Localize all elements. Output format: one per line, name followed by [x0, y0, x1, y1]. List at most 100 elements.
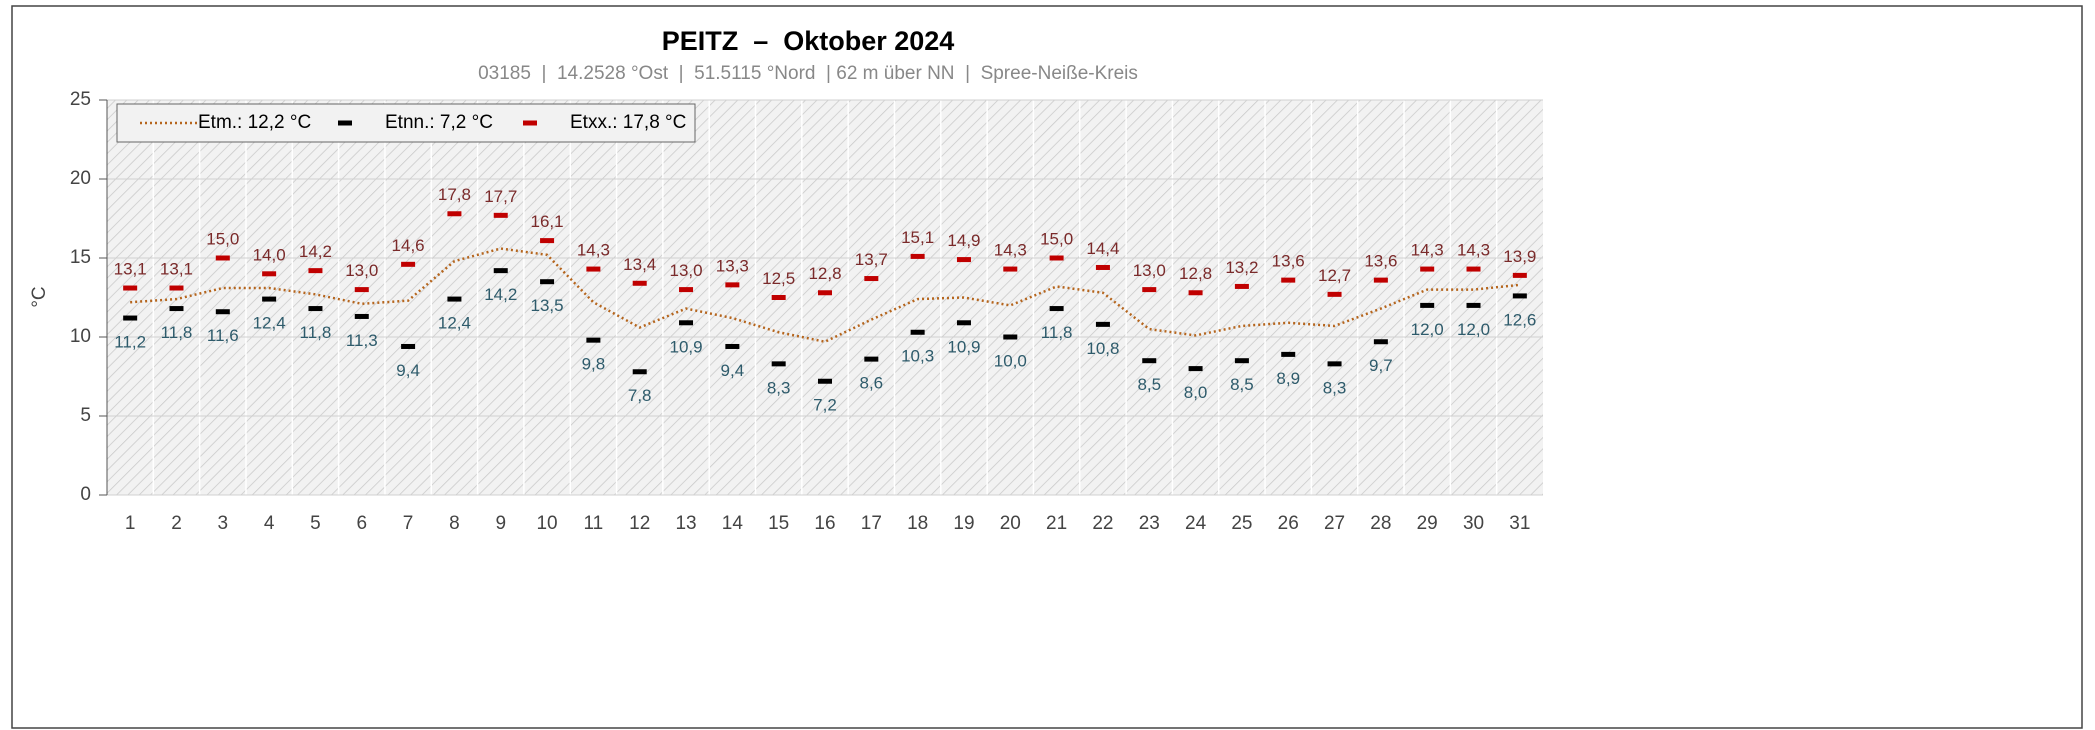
x-tick-label: 13	[675, 513, 696, 534]
marker	[632, 280, 647, 286]
data-label: 13,9	[1503, 247, 1536, 266]
marker	[215, 309, 230, 315]
data-label: 13,1	[114, 260, 147, 279]
data-label: 13,2	[1225, 258, 1258, 277]
marker	[1142, 287, 1157, 293]
data-label: 12,0	[1411, 320, 1444, 339]
data-label: 13,7	[855, 250, 888, 269]
marker	[818, 378, 832, 384]
marker	[540, 238, 555, 244]
marker	[679, 287, 694, 293]
data-label: 17,8	[438, 185, 471, 204]
data-label: 14,4	[1086, 239, 1119, 258]
x-tick-label: 10	[536, 513, 557, 534]
data-label: 14,9	[947, 231, 980, 250]
data-label: 14,3	[577, 241, 610, 260]
data-label: 13,1	[160, 260, 193, 279]
legend-swatch	[338, 120, 352, 126]
x-tick-label: 5	[310, 513, 321, 534]
marker	[354, 313, 369, 319]
marker	[401, 261, 416, 267]
x-tick-label: 30	[1463, 513, 1484, 534]
marker	[1373, 339, 1388, 345]
marker	[1327, 361, 1342, 367]
marker	[1327, 291, 1342, 297]
marker	[1466, 266, 1481, 272]
data-label: 11,6	[207, 326, 239, 345]
mean-line	[130, 247, 1520, 344]
y-axis-label: °C	[29, 286, 50, 307]
data-label: 17,7	[484, 187, 517, 206]
x-tick-label: 14	[722, 513, 744, 534]
marker	[1142, 358, 1157, 364]
data-label: 11,3	[346, 331, 378, 350]
marker	[1095, 321, 1110, 327]
data-label: 14,3	[994, 241, 1027, 260]
marker	[540, 279, 555, 285]
marker	[262, 271, 277, 277]
y-tick-label: 0	[80, 484, 91, 505]
data-label: 12,7	[1318, 266, 1351, 285]
y-tick-label: 15	[70, 247, 91, 268]
marker	[1466, 302, 1481, 308]
marker	[1049, 255, 1064, 261]
x-tick-label: 1	[125, 513, 136, 534]
chart-subtitle: 03185 | 14.2528 °Ost | 51.5115 °Nord | 6…	[478, 63, 1138, 84]
data-label: 11,8	[300, 323, 332, 342]
data-label: 8,9	[1276, 369, 1300, 388]
data-label: 9,4	[396, 361, 420, 380]
data-label: 13,0	[669, 261, 702, 280]
x-tick-label: 7	[403, 513, 414, 534]
data-label: 12,8	[1179, 264, 1212, 283]
x-tick-label: 19	[953, 513, 974, 534]
data-label: 9,8	[582, 355, 606, 374]
marker	[447, 296, 462, 302]
marker	[864, 276, 879, 282]
marker	[910, 329, 925, 335]
marker	[447, 211, 462, 217]
marker	[1373, 277, 1388, 283]
data-label: 16,1	[531, 212, 564, 231]
data-label: 14,2	[484, 285, 517, 304]
data-label: 11,2	[114, 333, 146, 352]
data-label: 14,0	[253, 245, 286, 264]
marker	[679, 320, 694, 326]
data-label: 14,2	[299, 242, 332, 261]
data-label: 12,6	[1503, 310, 1536, 329]
x-tick-label: 17	[861, 513, 882, 534]
x-tick-label: 15	[768, 513, 789, 534]
marker	[123, 285, 138, 291]
y-tick-label: 20	[70, 168, 91, 189]
data-label: 8,0	[1184, 383, 1208, 402]
x-tick-label: 23	[1139, 513, 1160, 534]
data-label: 13,4	[623, 255, 656, 274]
data-label: 14,3	[1411, 241, 1444, 260]
marker	[771, 361, 786, 367]
x-tick-label: 11	[584, 513, 604, 534]
marker	[215, 255, 230, 261]
y-tick-label: 10	[70, 326, 91, 347]
marker	[956, 320, 971, 326]
x-tick-label: 22	[1092, 513, 1113, 534]
marker	[401, 343, 416, 349]
legend-box	[116, 103, 696, 143]
x-tick-label: 27	[1324, 513, 1345, 534]
data-label: 11,8	[1041, 323, 1073, 342]
data-label: 13,0	[345, 261, 378, 280]
data-label: 13,5	[531, 296, 564, 315]
marker	[1095, 264, 1110, 270]
marker	[308, 306, 323, 312]
marker	[262, 296, 277, 302]
marker	[1281, 351, 1296, 357]
y-tick-label: 25	[70, 89, 91, 110]
marker	[725, 282, 740, 288]
marker	[910, 253, 925, 259]
data-label: 7,8	[628, 386, 652, 405]
marker	[169, 285, 184, 291]
marker	[1234, 283, 1249, 289]
legend-swatch	[523, 120, 537, 126]
marker	[1188, 366, 1203, 372]
y-tick-label: 5	[80, 405, 91, 426]
legend-label: Etxx.: 17,8 °C	[570, 112, 686, 133]
